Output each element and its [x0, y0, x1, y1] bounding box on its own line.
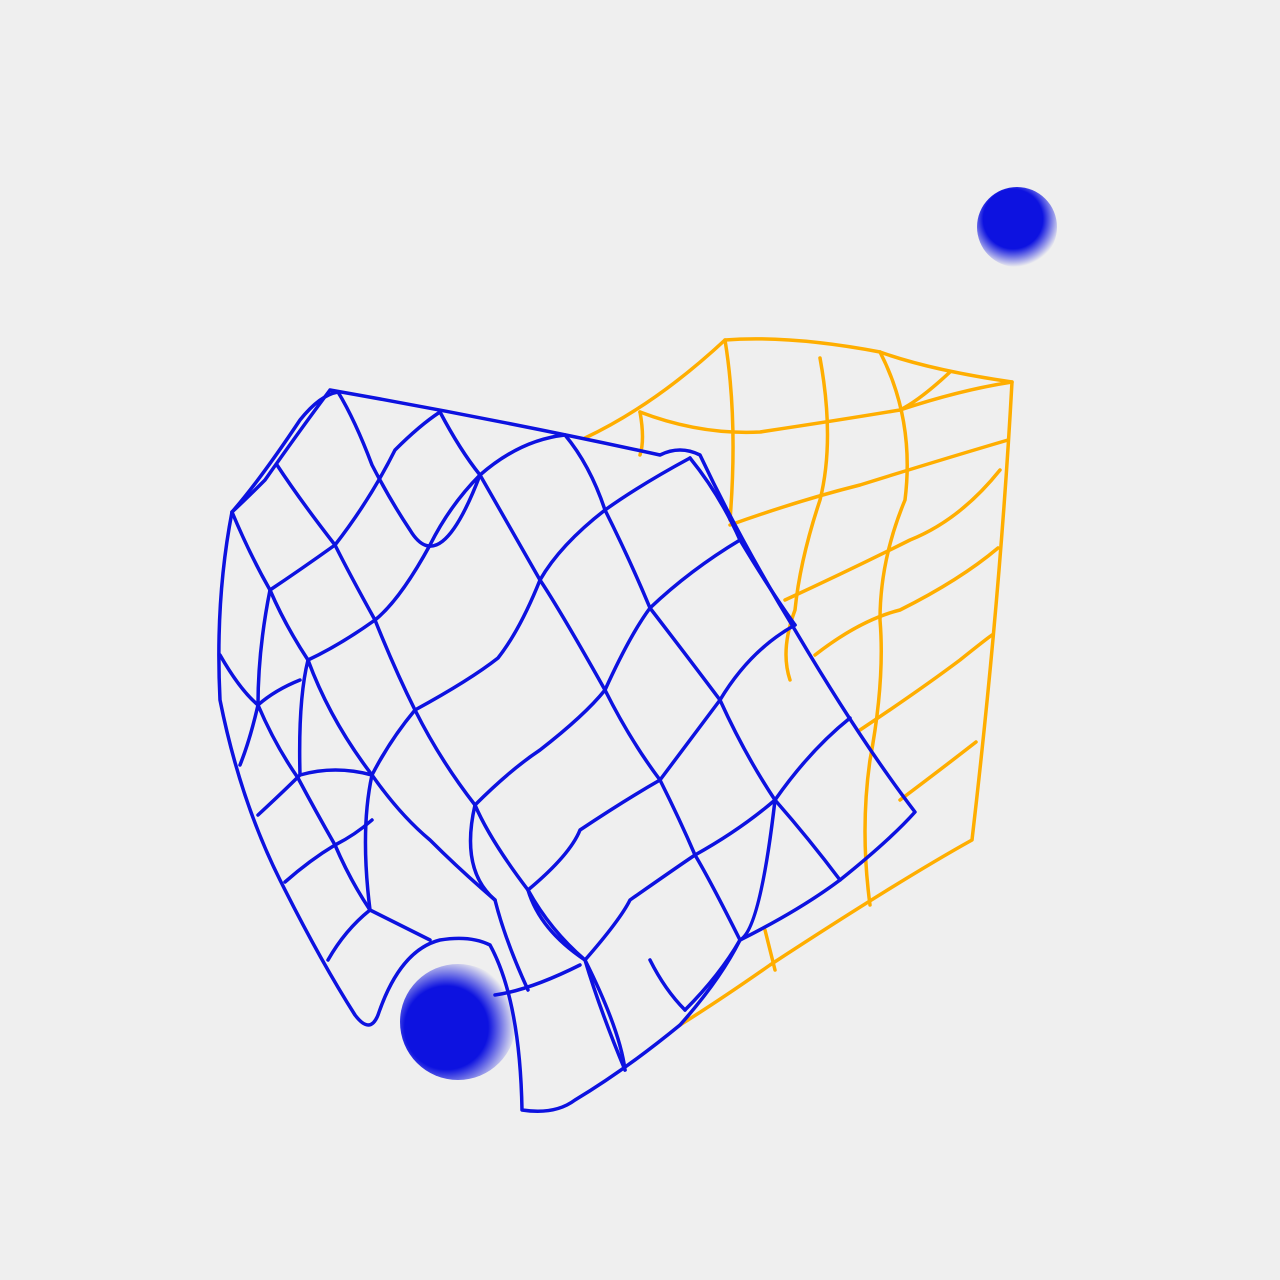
blue-grid-line	[256, 678, 302, 707]
blue-grid-line	[583, 716, 852, 962]
blue-grid-line	[230, 510, 497, 902]
blue-grid-line	[370, 708, 417, 777]
blue-grid-line	[438, 410, 742, 942]
blue-grid-line	[683, 798, 777, 1012]
yellow-grid-line	[728, 438, 1010, 527]
blue-grid-line	[563, 433, 842, 882]
blue-grid-line	[238, 588, 272, 767]
blue-grid-line	[297, 658, 310, 777]
blue-grid-line	[688, 456, 797, 627]
yellow-wave-grid	[583, 337, 1014, 1027]
yellow-grid-line	[783, 468, 1002, 602]
blue-grid-line	[230, 390, 340, 514]
blue-grid-line	[268, 410, 442, 592]
blue-grid-line	[218, 653, 372, 912]
blue-sphere-top	[977, 187, 1057, 267]
yellow-grid-line	[763, 928, 777, 972]
blue-grid-line	[526, 888, 587, 962]
yellow-grid-line	[813, 546, 1000, 657]
blue-grid-line	[648, 958, 687, 1012]
yellow-grid-line	[858, 633, 994, 732]
blue-wave-grid	[217, 388, 917, 1113]
blue-sphere-bottom	[400, 964, 516, 1080]
blue-grid-line	[336, 390, 482, 548]
blue-grid-line	[363, 773, 374, 912]
yellow-grid-line	[898, 740, 978, 802]
blue-grid-line	[583, 958, 627, 1072]
yellow-grid-line	[638, 380, 1014, 435]
blue-grid-line	[468, 803, 530, 992]
yellow-grid-line	[723, 338, 735, 522]
yellow-grid-line	[863, 350, 909, 907]
yellow-grid-line	[898, 370, 952, 412]
yellow-grid-line	[784, 356, 830, 682]
